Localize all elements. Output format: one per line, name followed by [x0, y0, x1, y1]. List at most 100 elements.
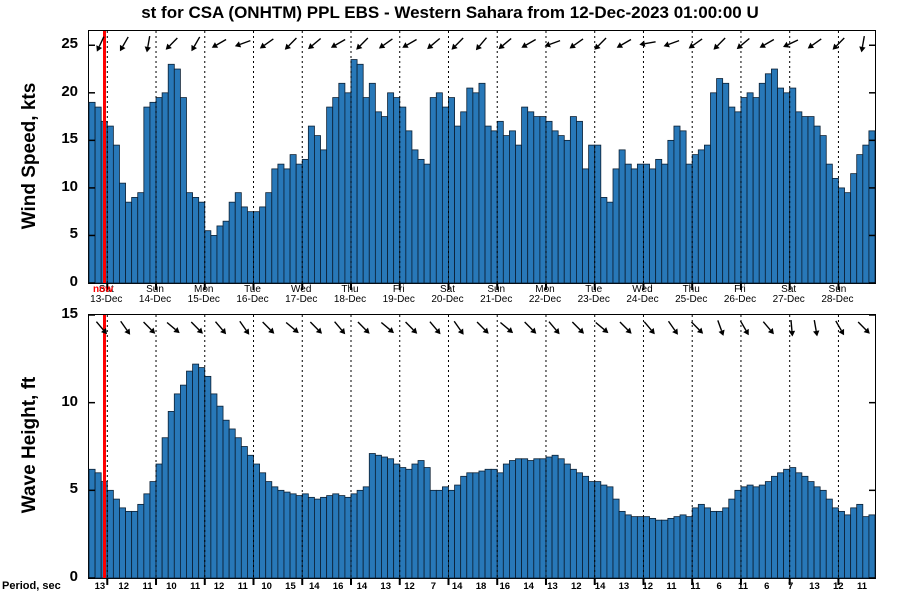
- period-value: 11: [190, 581, 201, 592]
- bar: [429, 489, 437, 579]
- day-of-week-label: Tue: [244, 284, 261, 295]
- bar: [789, 467, 797, 579]
- wind-direction-arrow-icon: [330, 38, 346, 48]
- bar: [490, 130, 498, 284]
- period-value: 7: [787, 581, 794, 592]
- period-value: 14: [356, 581, 368, 592]
- bar: [807, 116, 815, 284]
- bar: [216, 225, 224, 284]
- bar: [155, 97, 163, 284]
- bar: [161, 92, 169, 284]
- bar: [813, 125, 821, 284]
- bar: [752, 486, 760, 579]
- bar: [563, 463, 571, 579]
- period-value: 13: [809, 581, 820, 592]
- bar: [472, 472, 480, 579]
- bar: [283, 168, 291, 284]
- bar: [679, 514, 687, 579]
- wave-direction-arrow-icon: [788, 319, 796, 337]
- bar: [435, 489, 443, 579]
- bar: [460, 475, 468, 579]
- date-label: 16-Dec: [236, 294, 269, 305]
- bar: [582, 475, 590, 579]
- bar: [247, 454, 254, 579]
- bar: [368, 82, 376, 284]
- period-value: 12: [118, 581, 129, 592]
- day-of-week-label: Sat: [439, 284, 455, 295]
- bar: [624, 163, 632, 284]
- bar: [667, 517, 675, 579]
- bar: [697, 149, 705, 284]
- wind-direction-arrow-icon: [498, 37, 512, 50]
- bar: [813, 486, 821, 579]
- wave-direction-arrow-icon: [857, 321, 870, 334]
- bar: [210, 393, 218, 579]
- y-tick-label: 10: [61, 392, 78, 410]
- bar: [844, 192, 852, 284]
- wind-direction-arrow-icon: [782, 39, 799, 48]
- bar: [679, 130, 687, 284]
- bar: [131, 197, 139, 284]
- wave-direction-arrow-icon: [813, 319, 820, 337]
- bar: [606, 201, 614, 284]
- bar: [862, 516, 870, 579]
- bar: [314, 498, 321, 579]
- wind-direction-arrow-icon: [165, 37, 178, 50]
- bar: [746, 92, 754, 284]
- bar: [819, 135, 827, 284]
- bar: [831, 177, 839, 284]
- bar: [734, 489, 742, 579]
- bar: [563, 139, 571, 284]
- bar: [758, 82, 766, 284]
- wind-direction-arrow-icon: [521, 38, 537, 48]
- x-axis-day-labels: Sat 13-Dec Sun 14-Dec Mon 15-Dec Tue 16-Dec Wed 1…: [88, 283, 874, 309]
- period-value: 10: [166, 581, 177, 592]
- wind-direction-arrow-icon: [356, 37, 369, 50]
- date-label: 18-Dec: [333, 294, 367, 305]
- bar: [448, 97, 455, 284]
- period-value: 13: [94, 581, 106, 592]
- bar: [630, 516, 638, 579]
- wave-direction-arrow-icon: [120, 320, 131, 335]
- bar: [368, 453, 376, 579]
- wind-direction-arrow-icon: [96, 36, 105, 52]
- period-value: 14: [594, 581, 606, 592]
- bar: [624, 514, 632, 579]
- bar: [734, 111, 742, 284]
- bar: [716, 78, 724, 284]
- bar: [673, 516, 681, 579]
- date-label: 17-Dec: [285, 294, 318, 305]
- bar: [509, 460, 516, 579]
- bar: [661, 163, 669, 284]
- bar: [222, 419, 230, 579]
- period-value: 16: [499, 581, 511, 592]
- day-of-week-label: Thu: [682, 284, 700, 295]
- bar: [569, 468, 577, 579]
- day-of-week-label: Sun: [828, 284, 847, 295]
- bar: [253, 211, 260, 284]
- bar: [173, 393, 181, 579]
- bar: [630, 168, 638, 284]
- bar: [454, 484, 462, 579]
- bar: [259, 206, 267, 284]
- bar: [155, 463, 163, 579]
- bar: [253, 463, 260, 579]
- period-value: 12: [832, 581, 844, 592]
- period-value: 12: [642, 581, 653, 592]
- wave-direction-arrow-icon: [835, 320, 845, 336]
- wind-direction-arrow-icon: [402, 38, 417, 48]
- period-values-row: 13 12 11 10 11 12 11 10 15 14 16 14 13 12 7 14 18 16 14 13 1…: [88, 581, 874, 595]
- bar: [618, 510, 626, 579]
- wave-direction-arrow-icon: [717, 320, 725, 336]
- bar: [381, 116, 388, 284]
- bar: [825, 163, 833, 284]
- bar: [502, 463, 510, 579]
- day-of-week-label: Mon: [194, 284, 214, 295]
- bar: [265, 192, 273, 284]
- y-tick-label: 5: [69, 225, 78, 243]
- day-of-week-label: Sat: [781, 284, 797, 295]
- day-of-week-label: Sun: [146, 284, 164, 295]
- bar: [448, 489, 455, 579]
- chart-title: st for CSA (ONHTM) PPL EBS - Western Sah…: [141, 3, 759, 22]
- period-value: 10: [261, 581, 272, 592]
